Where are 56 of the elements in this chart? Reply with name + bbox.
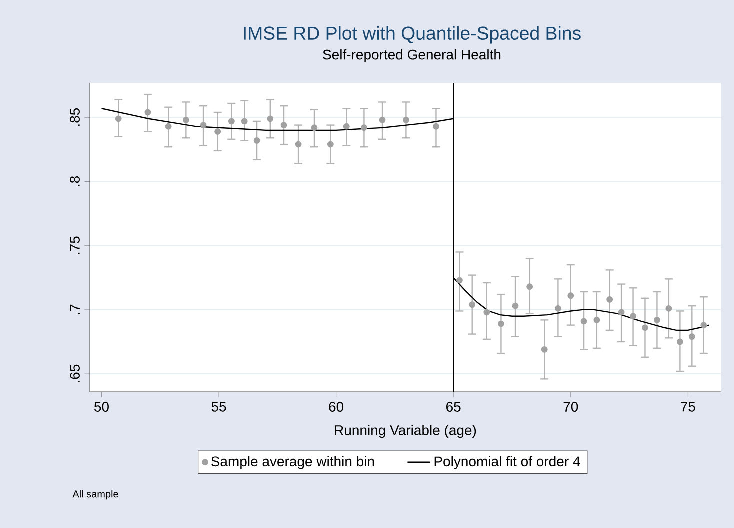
x-tick-label: 55 <box>212 402 226 412</box>
point <box>688 334 696 340</box>
chart-subtitle: Self-reported General Health <box>323 49 501 63</box>
point <box>241 118 248 125</box>
point <box>311 124 318 132</box>
point <box>484 309 490 316</box>
point <box>327 141 334 148</box>
point <box>541 346 548 353</box>
point <box>594 316 600 324</box>
y-tick-label: .75 <box>70 236 80 254</box>
legend-label: Polynomial fit of order 4 <box>434 456 580 470</box>
x-tick-label: 60 <box>329 402 344 412</box>
point <box>403 116 410 124</box>
point <box>498 320 504 328</box>
point <box>144 109 152 116</box>
point <box>182 116 190 124</box>
y-tick-label: .8 <box>70 176 80 186</box>
point <box>526 284 534 290</box>
point <box>512 302 519 310</box>
point <box>568 292 574 300</box>
point <box>343 123 350 130</box>
point <box>456 277 463 284</box>
point <box>676 338 684 346</box>
point <box>469 302 476 308</box>
point <box>379 116 386 124</box>
text: All sample <box>72 490 118 500</box>
point <box>228 118 235 125</box>
chart-title: IMSE RD Plot with Quantile-Spaced Bins <box>244 26 581 44</box>
point <box>214 128 222 135</box>
point <box>280 122 288 129</box>
point <box>115 116 122 122</box>
point <box>580 318 588 325</box>
point <box>555 305 562 312</box>
y-tick-label: .7 <box>70 304 80 315</box>
point <box>606 296 614 303</box>
point <box>654 316 660 324</box>
point <box>433 123 440 130</box>
legend-label: Sample average within bin <box>211 456 374 470</box>
x-tick-label: 75 <box>681 402 696 412</box>
point <box>165 123 172 130</box>
point <box>666 305 672 312</box>
y-tick-label: .65 <box>70 364 80 383</box>
x-axis-title: Running Variable (age) <box>335 425 476 438</box>
point <box>267 116 274 122</box>
x-tick-label: 70 <box>564 402 578 412</box>
point <box>200 122 207 129</box>
point <box>254 137 260 144</box>
point <box>618 309 625 316</box>
point <box>630 313 636 320</box>
x-tick-label: 65 <box>446 402 461 412</box>
point <box>295 141 302 148</box>
point <box>700 322 708 329</box>
point <box>642 324 648 332</box>
point <box>361 124 368 132</box>
y-tick-label: .85 <box>70 108 80 126</box>
x-tick-label: 50 <box>94 402 109 412</box>
